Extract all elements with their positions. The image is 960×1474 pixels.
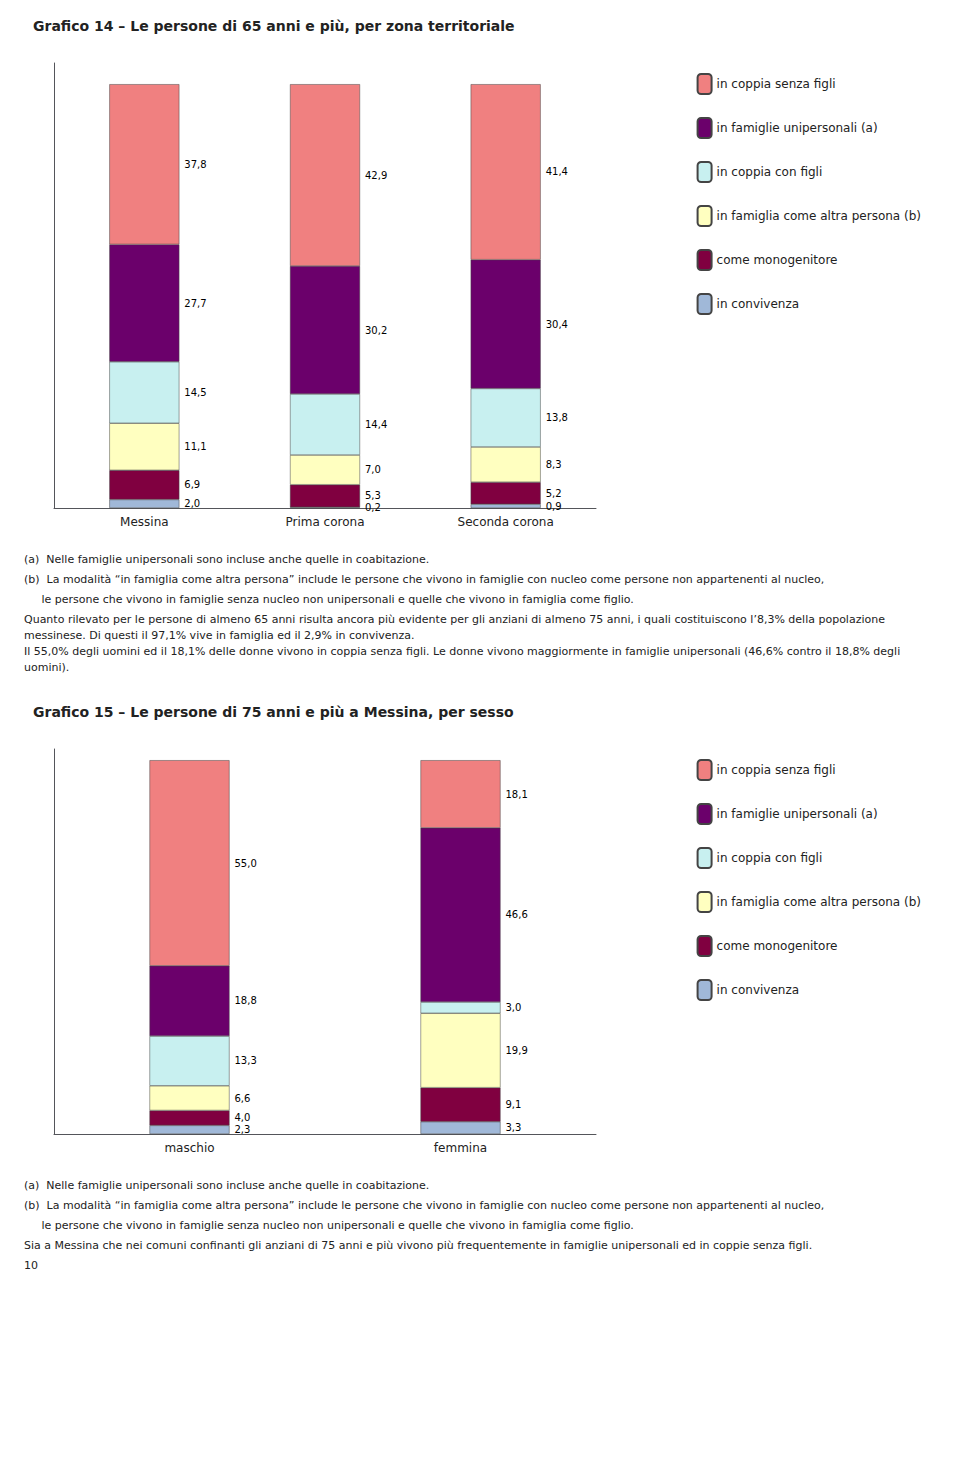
html-text:Sia a Messina che nei comuni c: Sia a Messina che nei comuni confinanti … (24, 1239, 813, 1252)
svg-text:2,3: 2,3 (235, 1124, 251, 1135)
svg-text:Messina: Messina (120, 515, 169, 529)
svg-text:2,0: 2,0 (184, 498, 200, 509)
svg-text:Prima corona: Prima corona (285, 515, 364, 529)
svg-text:8,3: 8,3 (546, 459, 562, 470)
svg-text:13,8: 13,8 (546, 412, 568, 423)
svg-text:maschio: maschio (164, 1141, 214, 1155)
svg-text:0,2: 0,2 (365, 502, 381, 513)
svg-text:Grafico 15 – Le persone di 75: Grafico 15 – Le persone di 75 anni e più… (33, 704, 514, 720)
html-text:le persone che vivono in famig: le persone che vivono in famiglie senza … (24, 1219, 634, 1232)
svg-text:3,3: 3,3 (506, 1122, 522, 1133)
html-text:(b) La modalità “in famiglia c: (b) La modalità “in famiglia come altra … (24, 573, 825, 586)
svg-text:14,5: 14,5 (184, 387, 206, 398)
svg-text:37,8: 37,8 (184, 159, 206, 170)
svg-text:in famiglie unipersonali (a): in famiglie unipersonali (a) (717, 121, 878, 135)
svg-text:3,0: 3,0 (506, 1002, 522, 1013)
svg-text:in famiglia come altra persona: in famiglia come altra persona (b) (717, 895, 921, 909)
svg-text:46,6: 46,6 (506, 909, 528, 920)
svg-text:in coppia con figli: in coppia con figli (717, 165, 823, 179)
svg-text:Seconda corona: Seconda corona (458, 515, 554, 529)
svg-text:6,9: 6,9 (184, 479, 200, 490)
svg-text:18,1: 18,1 (506, 789, 528, 800)
svg-text:13,3: 13,3 (235, 1055, 257, 1066)
svg-text:9,1: 9,1 (506, 1099, 522, 1110)
html-text:(b) La modalità “in famiglia c: (b) La modalità “in famiglia come altra … (24, 1199, 825, 1212)
svg-text:11,1: 11,1 (184, 441, 206, 452)
svg-text:14,4: 14,4 (365, 419, 387, 430)
svg-text:come monogenitore: come monogenitore (717, 939, 838, 953)
svg-text:30,2: 30,2 (365, 325, 387, 336)
svg-text:27,7: 27,7 (184, 298, 206, 309)
svg-text:0,9: 0,9 (546, 501, 562, 512)
svg-text:41,4: 41,4 (546, 166, 568, 177)
svg-text:in coppia con figli: in coppia con figli (717, 851, 823, 865)
svg-text:7,0: 7,0 (365, 464, 381, 475)
html-text:le persone che vivono in famig: le persone che vivono in famiglie senza … (24, 593, 634, 606)
svg-text:come monogenitore: come monogenitore (717, 253, 838, 267)
svg-text:Grafico 14 – Le persone di 65: Grafico 14 – Le persone di 65 anni e più… (33, 18, 515, 34)
html-text:Quanto rilevato per le persone: Quanto rilevato per le persone di almeno… (24, 613, 904, 674)
svg-text:6,6: 6,6 (235, 1093, 251, 1104)
svg-text:19,9: 19,9 (506, 1045, 528, 1056)
svg-text:in famiglie unipersonali (a): in famiglie unipersonali (a) (717, 807, 878, 821)
html-text:(a) Nelle famiglie unipersonal: (a) Nelle famiglie unipersonali sono inc… (24, 553, 430, 566)
svg-text:5,2: 5,2 (546, 488, 562, 499)
svg-text:in convivenza: in convivenza (717, 297, 799, 311)
svg-text:in famiglia come altra persona: in famiglia come altra persona (b) (717, 209, 921, 223)
svg-text:femmina: femmina (434, 1141, 487, 1155)
html-text:(a) Nelle famiglie unipersonal: (a) Nelle famiglie unipersonali sono inc… (24, 1179, 430, 1192)
svg-text:in coppia senza figli: in coppia senza figli (717, 763, 836, 777)
svg-text:5,3: 5,3 (365, 490, 381, 501)
svg-text:42,9: 42,9 (365, 170, 387, 181)
svg-text:30,4: 30,4 (546, 319, 568, 330)
svg-text:in convivenza: in convivenza (717, 983, 799, 997)
html-text:10: 10 (24, 1259, 38, 1272)
svg-text:18,8: 18,8 (235, 995, 257, 1006)
svg-text:4,0: 4,0 (235, 1112, 251, 1123)
svg-text:in coppia senza figli: in coppia senza figli (717, 77, 836, 91)
svg-text:55,0: 55,0 (235, 858, 257, 869)
